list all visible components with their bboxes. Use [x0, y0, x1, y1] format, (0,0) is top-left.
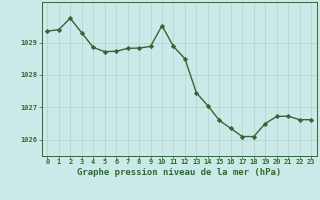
X-axis label: Graphe pression niveau de la mer (hPa): Graphe pression niveau de la mer (hPa) [77, 168, 281, 177]
